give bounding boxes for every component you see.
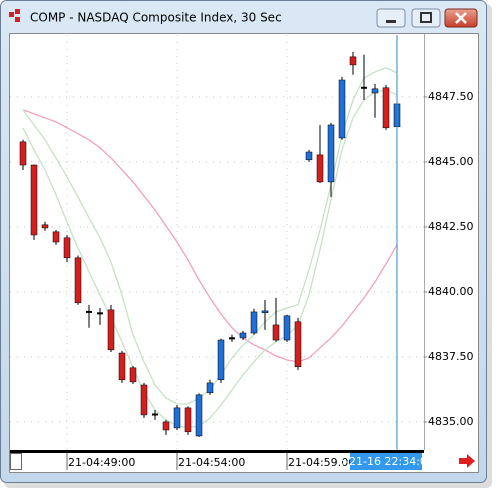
candle-body bbox=[327, 124, 335, 183]
cursor-label-box bbox=[350, 453, 422, 470]
x-tick-label: 21-04:59:00 bbox=[288, 456, 355, 469]
candle-body bbox=[30, 164, 38, 236]
y-tick-label: 4840.00 bbox=[428, 285, 474, 298]
candle-body bbox=[107, 309, 115, 351]
candle-body bbox=[74, 257, 82, 304]
candle-body bbox=[97, 312, 103, 315]
x-tick-label: 21-04:54:00 bbox=[178, 456, 245, 469]
app-icon bbox=[9, 9, 20, 22]
candle-body bbox=[41, 224, 49, 229]
candle-body bbox=[162, 421, 170, 431]
maximize-button[interactable] bbox=[411, 8, 441, 28]
minimize-button[interactable] bbox=[376, 8, 406, 28]
candle-body bbox=[86, 310, 92, 313]
candle-body bbox=[250, 311, 258, 334]
candle-body bbox=[305, 151, 313, 161]
close-icon bbox=[455, 12, 467, 24]
y-tick-label: 4835.00 bbox=[428, 415, 474, 428]
candle-body bbox=[19, 141, 27, 166]
candle-body bbox=[229, 337, 235, 340]
candle-body bbox=[261, 310, 269, 313]
candle-body bbox=[152, 413, 158, 416]
candle-body bbox=[173, 407, 181, 429]
y-tick-label: 4847.50 bbox=[428, 90, 474, 103]
chart-area bbox=[9, 33, 479, 473]
maximize-icon bbox=[420, 12, 432, 23]
minimize-icon bbox=[386, 20, 396, 23]
moving-average-line bbox=[22, 109, 398, 363]
cursor-label: 6-21-16 22:34:00 bbox=[338, 455, 434, 468]
scroll-right-arrow[interactable] bbox=[459, 454, 475, 468]
moving-average-line bbox=[22, 89, 398, 429]
candle-body bbox=[206, 382, 214, 394]
candle-body bbox=[338, 79, 346, 139]
x-tick-label: 21-04:49:00 bbox=[68, 456, 135, 469]
candle-body bbox=[239, 332, 247, 339]
window-title: COMP - NASDAQ Composite Index, 30 Sec bbox=[30, 11, 282, 25]
candle-body bbox=[195, 394, 203, 437]
y-tick-label: 4837.50 bbox=[428, 350, 474, 363]
candle-body bbox=[294, 321, 302, 368]
x-axis-bar bbox=[10, 450, 424, 453]
candle-body bbox=[217, 339, 225, 381]
candle-body bbox=[272, 324, 280, 341]
candle-body bbox=[361, 86, 367, 89]
candle-body bbox=[349, 56, 357, 66]
y-tick-label: 4842.50 bbox=[428, 220, 474, 233]
y-tick-label: 4845.00 bbox=[428, 155, 474, 168]
scroll-thumb[interactable] bbox=[10, 453, 22, 470]
candle-body bbox=[52, 231, 60, 243]
candle-body bbox=[371, 88, 379, 94]
candle-body bbox=[283, 315, 291, 341]
candle-body bbox=[184, 407, 192, 433]
candle-body bbox=[316, 154, 324, 183]
candle-body bbox=[140, 384, 148, 416]
candle-body bbox=[129, 367, 137, 383]
candle-body bbox=[382, 87, 390, 129]
candle-body bbox=[63, 237, 71, 259]
candle-body bbox=[118, 352, 126, 381]
